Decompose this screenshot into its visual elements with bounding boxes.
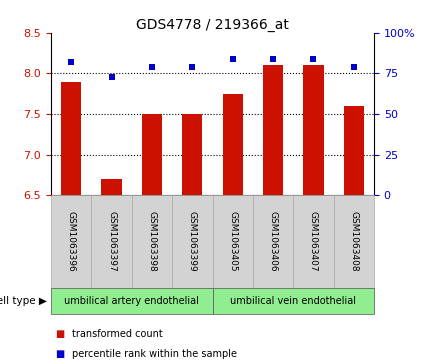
Text: GSM1063406: GSM1063406 xyxy=(269,211,278,272)
Bar xyxy=(223,94,243,195)
Text: cell type ▶: cell type ▶ xyxy=(0,296,47,306)
Text: ■: ■ xyxy=(55,329,65,339)
Text: GSM1063408: GSM1063408 xyxy=(349,211,358,272)
Text: GSM1063398: GSM1063398 xyxy=(147,211,156,272)
Text: GSM1063407: GSM1063407 xyxy=(309,211,318,272)
Text: umbilical vein endothelial: umbilical vein endothelial xyxy=(230,296,356,306)
Text: transformed count: transformed count xyxy=(72,329,163,339)
Text: GSM1063405: GSM1063405 xyxy=(228,211,237,272)
Text: GSM1063397: GSM1063397 xyxy=(107,211,116,272)
Bar xyxy=(263,65,283,195)
Point xyxy=(189,64,196,70)
Bar xyxy=(61,82,81,195)
Point xyxy=(68,59,75,65)
Point xyxy=(108,74,115,79)
Point xyxy=(310,56,317,62)
Point xyxy=(230,56,236,62)
Bar xyxy=(182,114,202,195)
Bar xyxy=(142,114,162,195)
Title: GDS4778 / 219366_at: GDS4778 / 219366_at xyxy=(136,18,289,32)
Bar xyxy=(102,179,122,195)
Point xyxy=(269,56,276,62)
Text: GSM1063399: GSM1063399 xyxy=(188,211,197,272)
Text: percentile rank within the sample: percentile rank within the sample xyxy=(72,348,237,359)
Point xyxy=(149,64,156,70)
Text: umbilical artery endothelial: umbilical artery endothelial xyxy=(64,296,199,306)
Text: GSM1063396: GSM1063396 xyxy=(67,211,76,272)
Bar xyxy=(303,65,323,195)
Text: ■: ■ xyxy=(55,348,65,359)
Bar xyxy=(344,106,364,195)
Point xyxy=(350,64,357,70)
